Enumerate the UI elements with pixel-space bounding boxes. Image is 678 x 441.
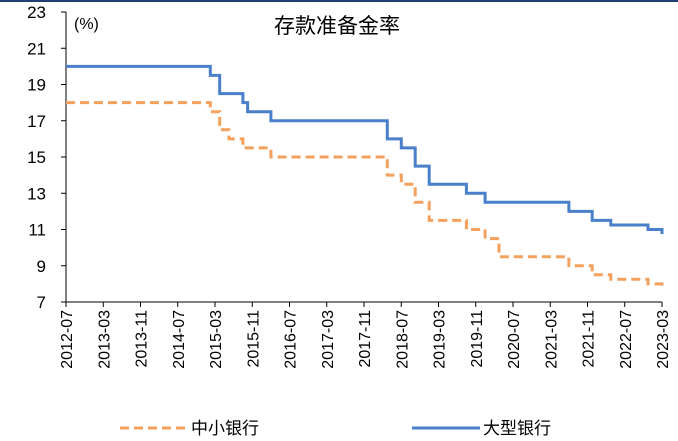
y-tick-label: 17 [27,112,46,131]
x-tick-label: 2017-11 [357,310,374,368]
x-tick-label: 2021-03 [543,310,560,369]
y-axis: 7 9 11 13 15 17 19 21 23 [27,3,67,312]
x-tick-label: 2016-07 [283,310,300,369]
y-tick-label: 9 [37,257,46,276]
x-tick-label: 2015-03 [208,310,225,369]
x-tick-label: 2018-07 [394,310,411,369]
x-tick-label: 2014-07 [171,310,188,369]
x-tick-label: 2013-03 [96,310,113,369]
x-tick-label: 2013-11 [134,310,151,368]
x-tick-label: 2012-07 [59,310,76,369]
legend-label-large-banks: 大型银行 [483,419,551,439]
y-tick-label: 11 [28,221,46,240]
y-tick-label: 23 [27,3,46,22]
x-tick-label: 2017-03 [320,310,337,369]
x-tick-label: 2023-03 [655,310,672,369]
x-tick-label: 2020-07 [506,310,523,369]
series-layer [65,64,664,288]
x-tick-label: 2019-03 [432,310,449,369]
unit-label: (%) [74,16,99,33]
y-tick-label: 15 [27,148,46,167]
series-line-large-banks [66,64,664,234]
y-tick-label: 7 [37,293,46,312]
x-tick-label: 2015-11 [245,310,262,368]
legend: 中小银行 大型银行 [120,419,551,439]
legend-label-small-banks: 中小银行 [191,419,259,439]
series-line-small-banks [66,101,664,288]
x-axis: 2012-07 2013-03 2013-11 2014-07 2015-03 2015-… [59,301,672,369]
chart-title: 存款准备金率 [274,14,400,38]
y-tick-label: 21 [27,39,46,58]
y-tick-label: 19 [27,76,46,95]
x-tick-label: 2019-11 [469,310,486,368]
y-tick-label: 13 [27,184,46,203]
x-tick-label: 2022-07 [618,310,635,369]
x-tick-label: 2021-11 [581,310,598,368]
